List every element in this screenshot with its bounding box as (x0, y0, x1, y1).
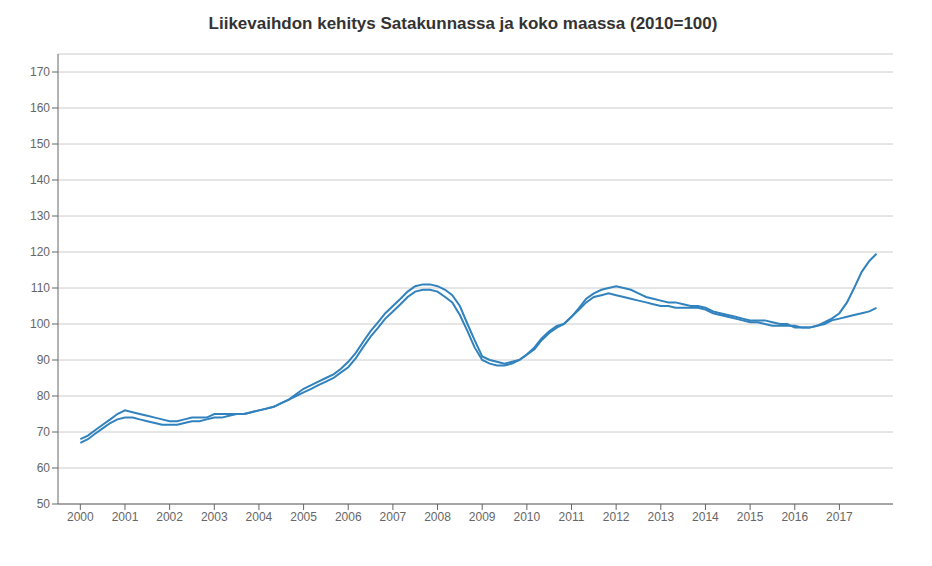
svg-text:2014: 2014 (692, 510, 719, 524)
svg-text:50: 50 (37, 497, 51, 511)
svg-text:170: 170 (30, 65, 50, 79)
svg-text:2010: 2010 (513, 510, 540, 524)
svg-text:150: 150 (30, 137, 50, 151)
svg-text:2006: 2006 (335, 510, 362, 524)
svg-text:2000: 2000 (67, 510, 94, 524)
svg-text:130: 130 (30, 209, 50, 223)
svg-text:70: 70 (37, 425, 51, 439)
svg-text:2012: 2012 (603, 510, 630, 524)
svg-text:100: 100 (30, 317, 50, 331)
svg-text:120: 120 (30, 245, 50, 259)
svg-text:2011: 2011 (559, 510, 585, 524)
svg-text:2003: 2003 (201, 510, 228, 524)
svg-text:2008: 2008 (424, 510, 451, 524)
svg-text:2005: 2005 (290, 510, 317, 524)
svg-text:2002: 2002 (156, 510, 183, 524)
svg-text:90: 90 (37, 353, 51, 367)
svg-text:60: 60 (37, 461, 51, 475)
svg-text:2013: 2013 (647, 510, 674, 524)
html-text:Liikevaihdon kehitys Satakunna: Liikevaihdon kehitys Satakunnassa ja kok… (208, 14, 718, 33)
svg-text:2009: 2009 (469, 510, 496, 524)
svg-text:110: 110 (31, 281, 50, 295)
svg-text:2007: 2007 (380, 510, 407, 524)
svg-text:2017: 2017 (826, 510, 853, 524)
svg-text:2015: 2015 (737, 510, 764, 524)
svg-text:2001: 2001 (112, 510, 139, 524)
svg-text:140: 140 (30, 173, 50, 187)
svg-text:80: 80 (37, 389, 51, 403)
svg-text:2004: 2004 (246, 510, 273, 524)
svg-text:160: 160 (30, 101, 50, 115)
svg-text:2016: 2016 (781, 510, 808, 524)
